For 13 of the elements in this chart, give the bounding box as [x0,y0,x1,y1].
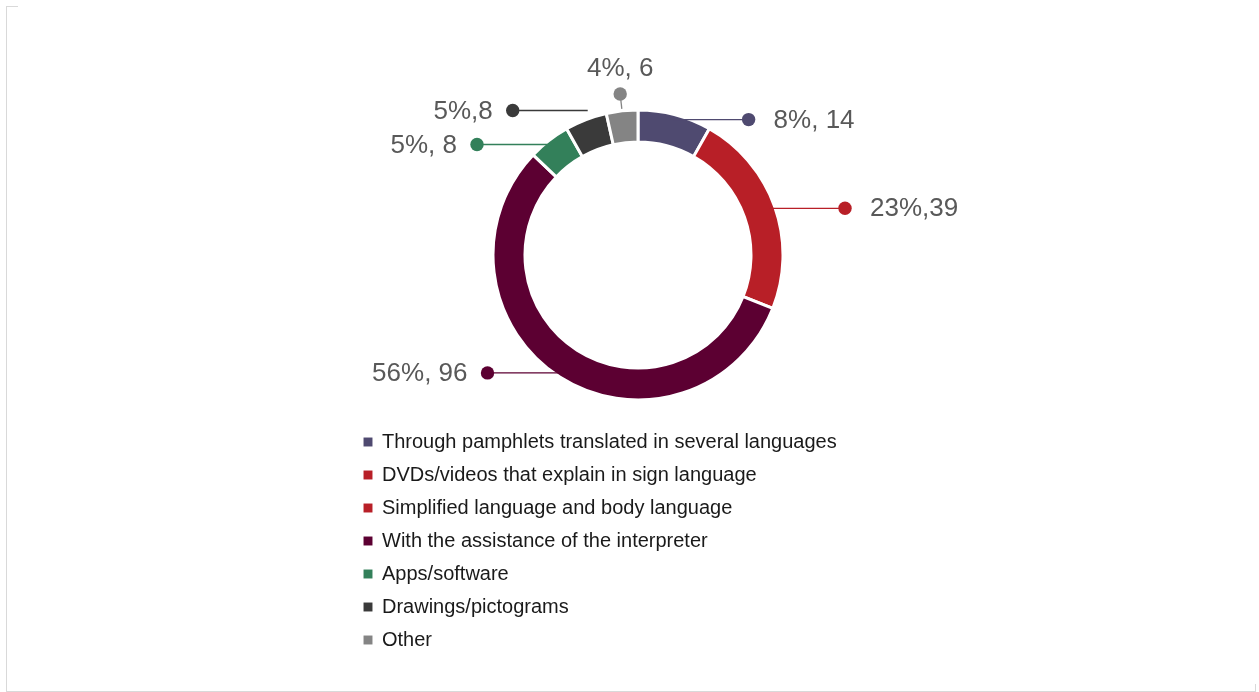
data-label: 5%,8 [433,94,493,125]
legend-label: Other [382,628,433,650]
data-label: 56%, 96 [372,356,468,387]
legend-label: Apps/software [382,562,509,584]
data-label: 4%, 6 [586,51,654,82]
legend-label: With the assistance of the interpreter [382,529,709,551]
data-label: 23%,39 [869,192,959,223]
data-label: 5%, 8 [390,128,458,159]
legend-label: Drawings/pictograms [382,595,569,617]
data-label: 8%, 14 [773,103,855,134]
legend-label: DVDs/videos that explain in sign language [382,463,757,485]
legend-label: Through pamphlets translated in several languages [382,430,837,452]
legend-label: Simplified language and body language [382,496,733,518]
